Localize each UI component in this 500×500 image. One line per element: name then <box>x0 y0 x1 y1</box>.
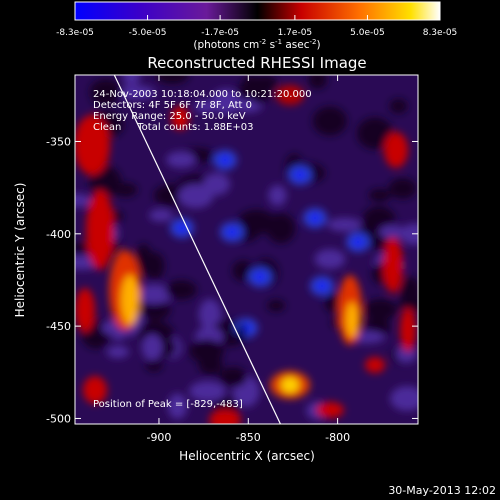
heat-background-blob <box>390 386 418 411</box>
peak-position-label: Position of Peak = [-829,-483] <box>93 399 243 410</box>
info-time-range: 24-Nov-2003 10:18:04.000 to 10:21:20.000 <box>93 89 312 100</box>
heat-minimum-core <box>238 323 246 341</box>
x-tick-label: -850 <box>236 431 261 444</box>
colorbar-tick-label: -5.0e-05 <box>129 28 167 38</box>
heat-negative-core <box>220 156 230 164</box>
heat-positive-blob <box>171 106 189 130</box>
heat-background-blob <box>106 345 130 359</box>
heat-background-blob <box>145 358 163 372</box>
heat-positive-blob <box>276 85 304 105</box>
x-tick-label: -900 <box>146 431 171 444</box>
heat-background-blob <box>115 85 156 100</box>
heat-background-blob <box>218 366 247 388</box>
heat-background-blob <box>211 88 241 114</box>
footer-timestamp: 30-May-2013 12:02 <box>388 484 496 497</box>
heat-background-blob <box>188 339 225 363</box>
heat-background-blob <box>268 184 287 206</box>
heat-background-blob <box>202 172 231 196</box>
y-tick-label: -400 <box>46 228 71 241</box>
plot-area: -900 -850 -800 -500 -450 -400 -350 <box>46 74 419 444</box>
colorbar-tick-label: 5.0e-05 <box>350 28 385 38</box>
y-axis-label: Heliocentric Y (arcsec) <box>13 183 27 318</box>
heat-positive-blob <box>281 377 299 393</box>
heat-positive-blob <box>346 302 358 338</box>
y-axis-ticks: -500 -450 -400 -350 <box>46 135 418 425</box>
heat-positive-blob <box>75 115 110 175</box>
heat-background-blob <box>356 117 393 150</box>
heat-background-blob <box>135 243 152 275</box>
colorbar-tick-label: 8.3e-05 <box>423 28 458 38</box>
heat-background-blob <box>368 188 391 202</box>
y-tick-label: -500 <box>46 412 71 425</box>
colorbar: -8.3e-05 -5.0e-05 -1.7e-05 1.7e-05 5.0e-05 8.… <box>56 1 457 51</box>
heat-background-blob <box>198 298 222 330</box>
heat-background-blob <box>122 75 141 86</box>
x-axis-ticks: -900 -850 -800 <box>146 75 350 444</box>
heat-background-blob <box>388 178 417 199</box>
heat-positive-blob <box>83 376 107 404</box>
heat-background-blob <box>194 100 217 113</box>
info-detectors: Detectors: 4F 5F 6F 7F 8F, Att 0 <box>93 100 252 111</box>
heat-background-blob <box>314 249 346 269</box>
heat-positive-blob <box>384 132 408 168</box>
heat-positive-blob <box>383 237 403 293</box>
info-block: 24-Nov-2003 10:18:04.000 to 10:21:20.000… <box>93 89 312 410</box>
heat-background-blob <box>149 209 173 222</box>
heat-background-blob <box>155 75 190 85</box>
y-tick-label: -450 <box>46 320 71 333</box>
plot-frame <box>74 74 419 425</box>
heat-background-blob <box>177 183 214 209</box>
colorbar-unit-label: (photons cm-2 s-1 asec-2) <box>193 38 320 51</box>
heat-background-blob <box>140 298 171 321</box>
heat-positive-blob <box>209 410 241 424</box>
heat-positive-blob <box>365 357 385 373</box>
info-clean-counts: Clean Total counts: 1.88E+03 <box>93 122 253 133</box>
heat-negative-core <box>295 171 305 179</box>
heat-background-blob <box>312 106 348 136</box>
heat-negative-core <box>255 273 265 281</box>
heat-background-blob <box>267 299 286 312</box>
colorbar-tick-label: -1.7e-05 <box>201 28 239 38</box>
heat-background-blob <box>189 381 226 402</box>
heat-background-blob <box>308 75 328 89</box>
heat-background-blob <box>250 82 271 105</box>
heat-background-blob <box>75 193 91 208</box>
heat-background-blob <box>165 280 197 300</box>
x-tick-label: -800 <box>325 431 350 444</box>
chart-title: Reconstructed RHESSI Image <box>147 54 366 72</box>
heat-background-blob <box>166 151 196 168</box>
heat-background-blob <box>141 333 163 361</box>
heat-positive-blob <box>86 190 114 270</box>
colorbar-tick-label: 1.7e-05 <box>278 28 313 38</box>
heat-background-blob <box>327 217 362 232</box>
heat-background-blob <box>399 223 418 245</box>
heat-negative-core <box>317 282 327 290</box>
heat-negative-core <box>310 214 320 222</box>
colorbar-ticks: -8.3e-05 -5.0e-05 -1.7e-05 1.7e-05 5.0e-05 8.… <box>56 15 457 38</box>
heat-negative-core <box>177 224 187 232</box>
x-axis-label: Heliocentric X (arcsec) <box>179 449 315 463</box>
heat-background-blob <box>113 182 138 197</box>
heat-background-blob <box>399 276 418 308</box>
heat-positive-blob <box>316 402 344 418</box>
solar-limb-line <box>113 75 281 424</box>
heat-background-blob <box>378 225 406 239</box>
heat-background-blob <box>167 393 188 419</box>
heat-positive-blob <box>75 288 95 332</box>
heatmap-image <box>75 75 418 424</box>
heat-negative-core <box>227 228 237 236</box>
heat-negative-core <box>353 238 363 246</box>
heat-background-blob <box>363 298 398 321</box>
y-tick-label: -350 <box>46 135 71 148</box>
heat-positive-blob <box>400 308 416 352</box>
colorbar-gradient <box>74 1 441 21</box>
heat-background-blob <box>389 98 408 114</box>
heat-positive-blob <box>121 275 139 325</box>
heat-background-blob <box>91 92 116 106</box>
heat-background-blob <box>134 284 174 304</box>
info-energy-range: Energy Range: 25.0 - 50.0 keV <box>93 111 246 122</box>
colorbar-tick-label: -8.3e-05 <box>56 28 94 38</box>
